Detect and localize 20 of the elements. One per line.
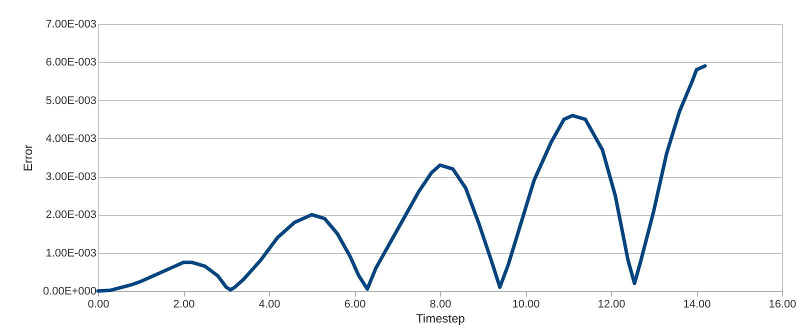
x-tick-label: 8.00 <box>430 298 452 310</box>
y-tick-label: 3.00E-003 <box>46 171 96 184</box>
y-tick-label: 1.00E-003 <box>46 247 96 260</box>
y-tick-label: 4.00E-003 <box>46 132 96 145</box>
x-tick-label: 6.00 <box>344 298 366 310</box>
x-axis-title: Timestep <box>416 312 466 326</box>
x-tick-label: 12.00 <box>598 298 626 310</box>
y-tick-label: 5.00E-003 <box>46 94 96 107</box>
y-tick-label: 6.00E-003 <box>46 56 96 69</box>
y-axis-title: Error <box>20 144 35 172</box>
x-tick-label: 2.00 <box>173 298 195 310</box>
line-series <box>96 64 707 293</box>
x-tick-label: 10.00 <box>512 298 540 310</box>
x-tick-label: 0.00 <box>88 298 110 310</box>
y-tick-label: 0.00E+000 <box>42 286 96 298</box>
x-tick-label: 4.00 <box>258 298 280 310</box>
x-tick-label: 16.00 <box>768 298 796 310</box>
y-tick-label: 7.00E-003 <box>46 18 96 30</box>
x-tick-label: 14.00 <box>683 298 711 310</box>
y-tick-label: 2.00E-003 <box>46 209 96 222</box>
